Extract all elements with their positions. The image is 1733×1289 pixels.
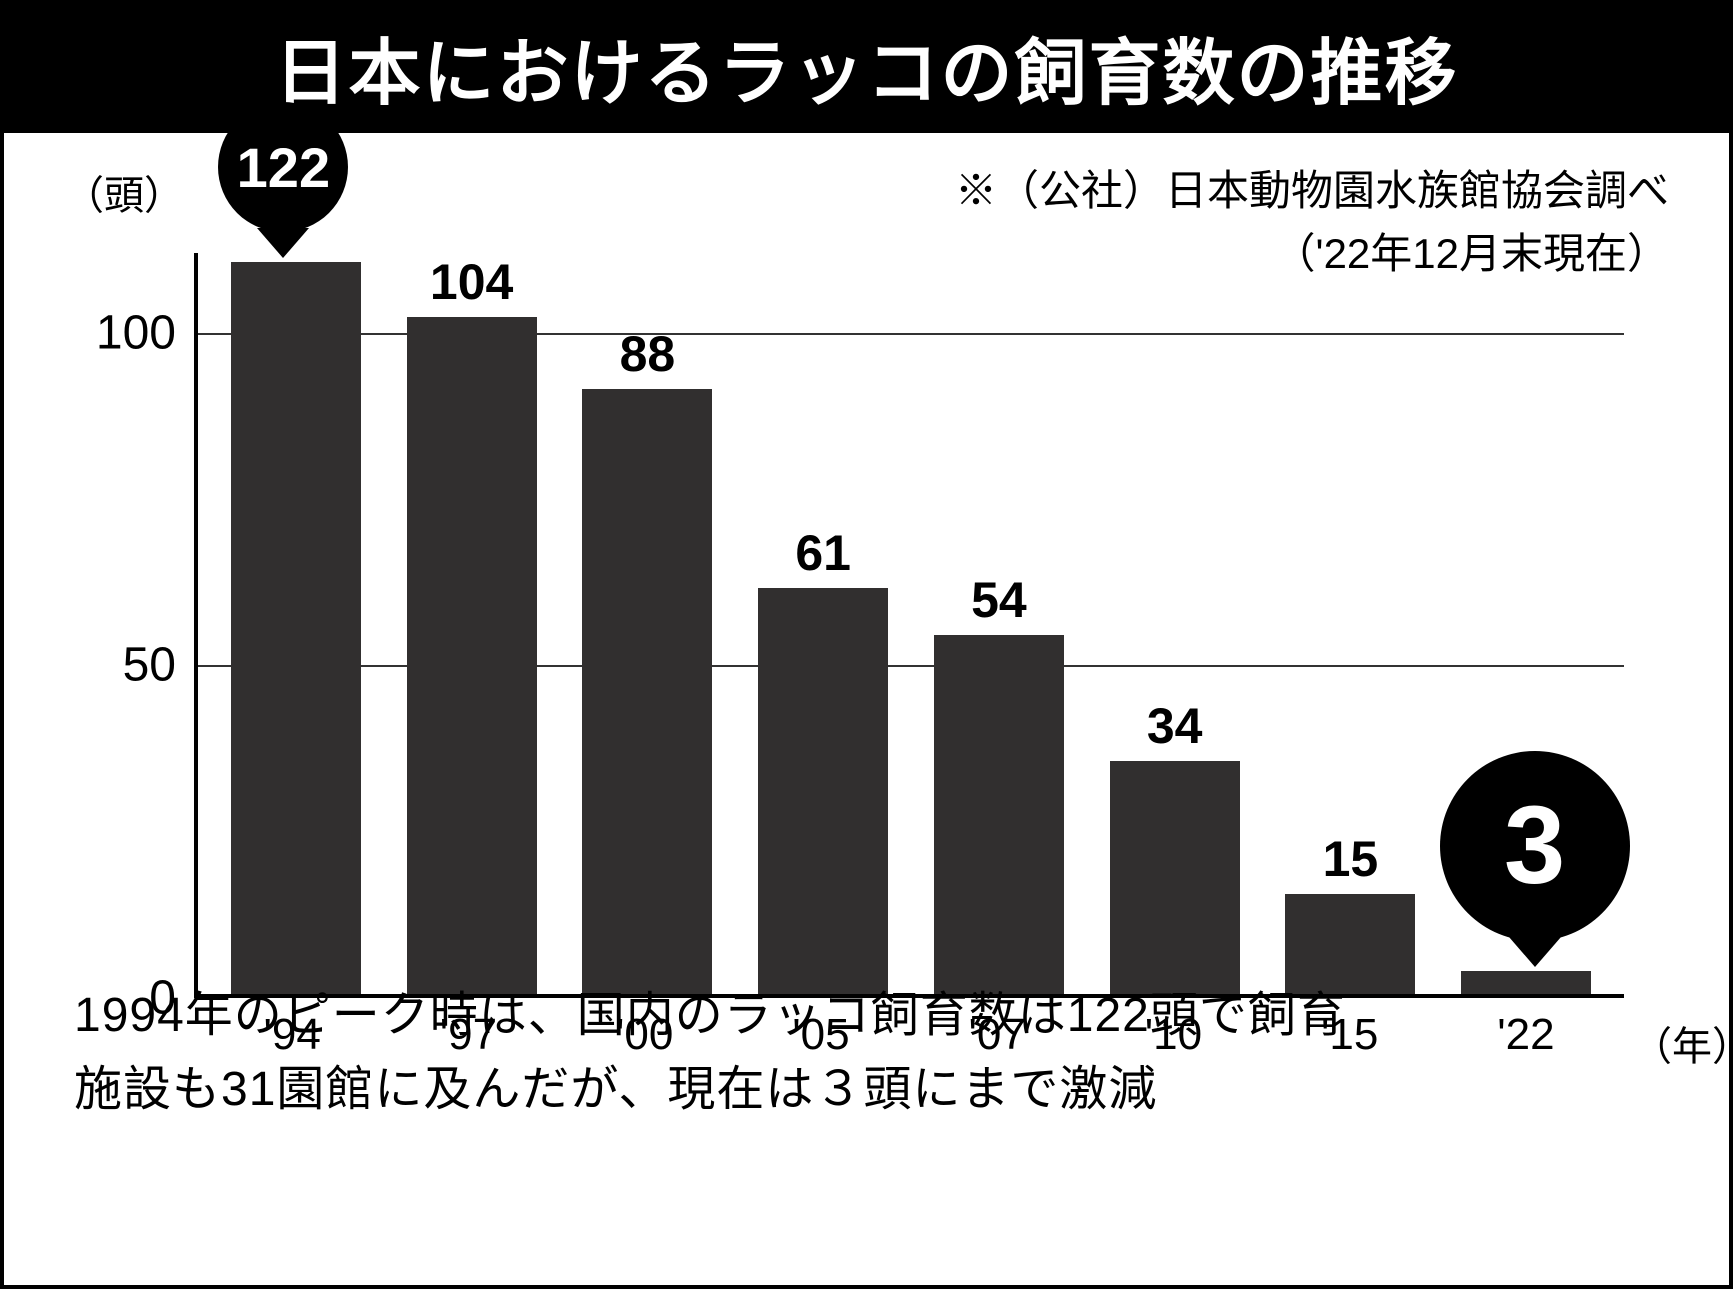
bar-slot: 104 [384, 253, 560, 994]
bar-slot [208, 253, 384, 994]
bar-value-label: 61 [795, 524, 851, 582]
bar [231, 262, 361, 994]
bars-group: 104 88 61 54 34 15 [198, 253, 1624, 994]
bar [407, 317, 537, 994]
source-note-line1: ※（公社）日本動物園水族館協会調べ [955, 159, 1669, 222]
bar-value-label: 15 [1323, 830, 1379, 888]
bar-value-label: 88 [620, 325, 676, 383]
bar-slot: 88 [560, 253, 736, 994]
bar [758, 588, 888, 994]
caption-line1: 1994年のピーク時は、国内のラッコ飼育数は122頭で飼育 [74, 979, 1669, 1053]
bar-value-label: 34 [1147, 697, 1203, 755]
bar [1110, 761, 1240, 994]
bar-value-label: 104 [430, 253, 513, 311]
y-tick-label: 50 [64, 638, 176, 693]
bar-slot: 15 [1263, 253, 1439, 994]
highlight-badge: 122 [218, 102, 348, 232]
bar [582, 389, 712, 994]
bar [934, 635, 1064, 994]
bar-slot: 34 [1087, 253, 1263, 994]
bar-slot: 54 [911, 253, 1087, 994]
chart-title-text: 日本におけるラッコの飼育数の推移 [274, 34, 1458, 114]
highlight-badge: 3 [1440, 751, 1630, 941]
caption-line2: 施設も31園館に及んだが、現在は３頭にまで激減 [74, 1053, 1669, 1127]
y-axis-unit: （頭） [64, 163, 184, 221]
plot-area: 104 88 61 54 34 15 [194, 253, 1624, 998]
bar-value-label: 54 [971, 571, 1027, 629]
y-tick-label: 100 [64, 305, 176, 360]
caption: 1994年のピーク時は、国内のラッコ飼育数は122頭で飼育 施設も31園館に及ん… [74, 979, 1669, 1128]
bar-slot: 61 [735, 253, 911, 994]
chart-container: 日本におけるラッコの飼育数の推移 （頭） ※（公社）日本動物園水族館協会調べ （… [0, 0, 1733, 1289]
